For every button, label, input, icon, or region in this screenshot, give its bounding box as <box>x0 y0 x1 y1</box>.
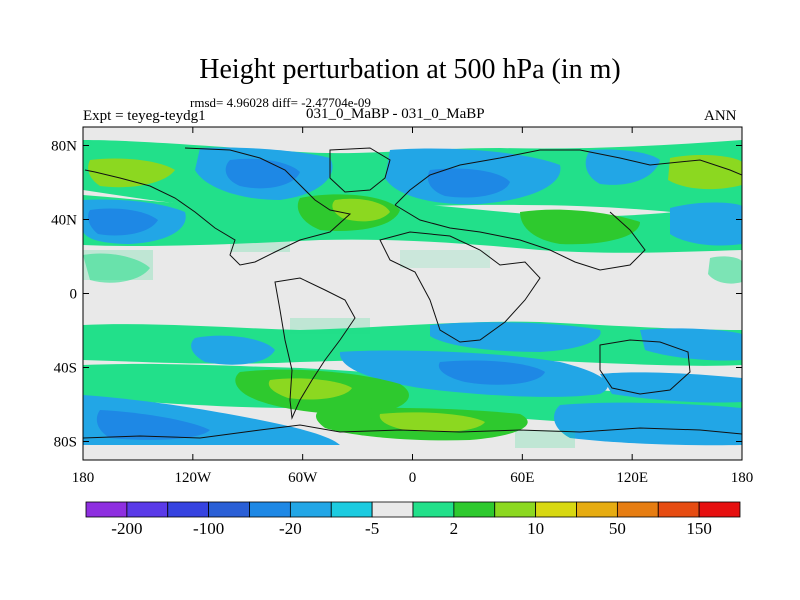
lon-tick-label: 180 <box>731 470 754 486</box>
coast-eurasia <box>394 149 742 271</box>
colorbar-label: -5 <box>365 519 379 538</box>
coast-north-america <box>84 147 352 266</box>
colorbar-label: 10 <box>527 519 544 538</box>
band-south-high-yellow <box>379 412 485 432</box>
colorbar-swatch <box>330 501 373 518</box>
case-label: 031_0_MaBP - 031_0_MaBP <box>306 106 485 122</box>
stats-text: rmsd= 4.96028 diff= -2.47704e-09 <box>190 95 371 110</box>
colorbar-swatch <box>453 501 496 518</box>
colorbar-swatch <box>208 501 250 518</box>
lon-tick-label: 120E <box>616 470 648 486</box>
lon-ticks: 180 120W 60W 0 60E 120E 180 <box>72 127 754 486</box>
lat-tick-label: 40S <box>54 361 77 377</box>
plot-title: Height perturbation at 500 hPa (in m) <box>199 54 621 85</box>
colorbar-swatch <box>249 501 291 518</box>
coast-south-america <box>274 277 356 420</box>
band-north-mid-blue-east <box>670 202 742 246</box>
colorbar-swatch <box>126 501 169 518</box>
band-north-high-blue-east-core <box>427 168 510 198</box>
band-north-high-blue-core <box>225 158 300 189</box>
colorbar-swatch <box>576 501 618 518</box>
lat-ticks: 80N 40N 0 40S 80S <box>51 139 742 451</box>
band-south-high-blue-east <box>554 402 742 446</box>
colorbar-label: -20 <box>279 519 302 538</box>
colorbar-swatch <box>167 501 210 518</box>
colorbar-label: 2 <box>450 519 459 538</box>
band-south-mid-yellow <box>268 378 352 400</box>
lat-tick-label: 0 <box>70 287 78 303</box>
band-north-mid-blue-west-core <box>88 208 158 236</box>
colorbar-swatch <box>657 501 700 518</box>
lat-tick-label: 80N <box>51 139 77 155</box>
band-south-high-core <box>96 410 210 440</box>
band-north-high-green-east <box>668 155 742 190</box>
coast-australia <box>599 339 691 395</box>
lat-tick-label: 80S <box>54 435 77 451</box>
band-south-sub-blue-west <box>191 335 275 365</box>
lon-tick-label: 0 <box>409 470 417 486</box>
colorbar-swatch <box>289 501 332 518</box>
colorbar-swatch <box>85 501 128 518</box>
band-south-sub-blue-mid <box>430 322 601 352</box>
lon-tick-label: 180 <box>72 470 95 486</box>
coast-africa <box>379 231 541 343</box>
colorbar-swatch <box>616 501 659 518</box>
coast-greenland <box>329 147 391 193</box>
lon-tick-label: 60E <box>510 470 534 486</box>
colorbar-swatch <box>535 501 577 518</box>
colorbar-label: 150 <box>686 519 712 538</box>
band-south-sub-blue-east <box>640 328 742 361</box>
band-south-mid-blue-east <box>600 372 742 403</box>
coast-antarctica <box>83 424 742 439</box>
band-north-mid-green-east <box>520 209 640 245</box>
band-north-high-blue-right <box>585 149 660 185</box>
colorbar-label: -100 <box>193 519 224 538</box>
band-north-mid-yellow <box>332 198 390 222</box>
colorbar: -200 -100 -20 -5 2 10 50 150 <box>85 501 741 538</box>
season-label: ANN <box>704 108 737 124</box>
band-tropical-north-east <box>708 256 742 284</box>
colorbar-label: -200 <box>111 519 142 538</box>
band-tropical-north <box>83 253 150 283</box>
contour-field <box>83 127 742 460</box>
band-north-high-green-west <box>88 158 175 188</box>
expt-label: Expt = teyeg-teydg1 <box>83 108 206 124</box>
lat-tick-label: 40N <box>51 213 77 229</box>
colorbar-swatch <box>371 501 414 518</box>
speckle-patches <box>83 230 575 448</box>
band-south-mid-blue-core <box>438 360 545 385</box>
lon-tick-label: 60W <box>288 470 318 486</box>
coastlines <box>83 147 742 439</box>
lon-tick-label: 120W <box>174 470 212 486</box>
colorbar-swatch <box>412 501 455 518</box>
colorbar-label: 50 <box>609 519 626 538</box>
colorbar-swatch <box>494 501 537 518</box>
colorbar-swatch <box>698 501 741 518</box>
